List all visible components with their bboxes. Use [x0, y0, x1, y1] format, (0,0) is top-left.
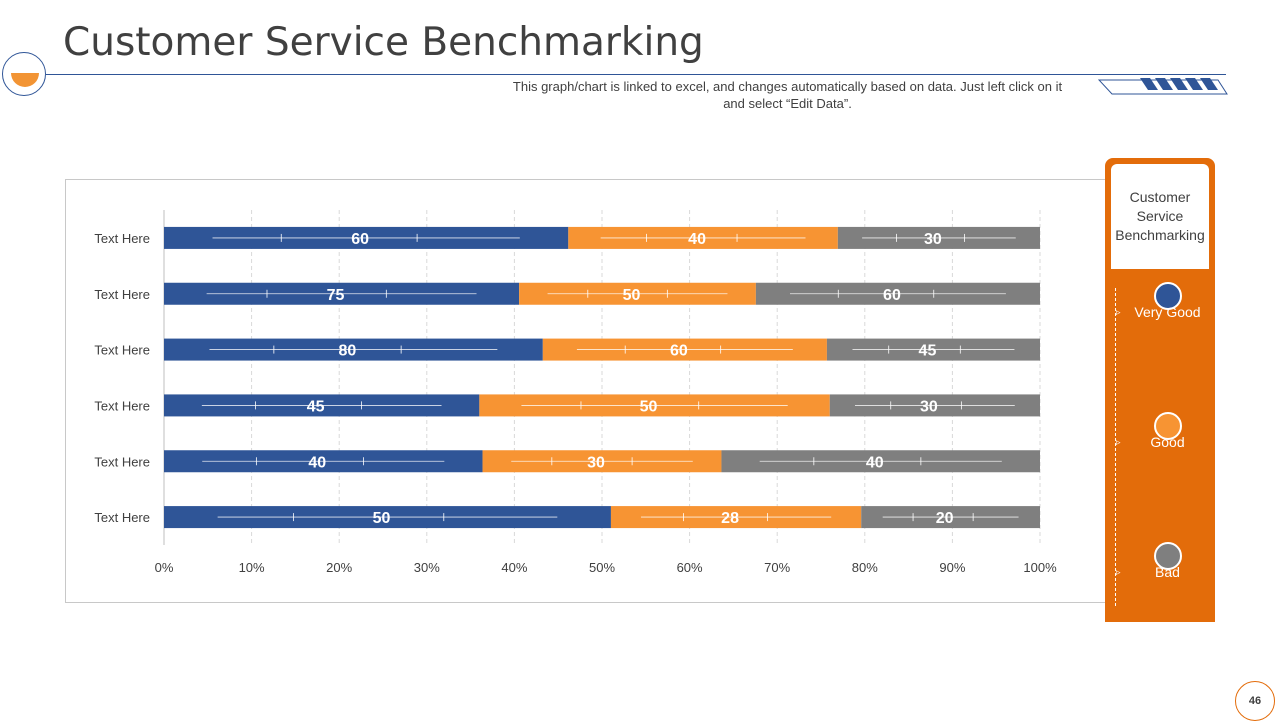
data-label: 30 [920, 398, 938, 415]
category-label: Text Here [94, 287, 150, 302]
data-label: 75 [327, 287, 345, 304]
legend-label-good: Good [1150, 434, 1185, 450]
data-label: 28 [721, 510, 739, 527]
good-dot-icon [1154, 412, 1182, 440]
stacked-bar-chart: 0% 10% 20% 30% 40% 50% 60% 70% 80% 90% 100% Text He… [94, 210, 1057, 575]
data-label: 60 [883, 287, 901, 304]
data-label: 50 [373, 510, 391, 527]
subtitle: This graph/chart is linked to excel, and… [490, 78, 1085, 112]
x-tick-label: 90% [939, 560, 965, 575]
page-number: 46 [1235, 681, 1275, 721]
x-tick-label: 10% [239, 560, 265, 575]
data-label: 60 [670, 343, 688, 360]
legend-title: Customer Service Benchmarking [1115, 189, 1205, 243]
category-label: Text Here [94, 343, 150, 358]
category-label: Text Here [94, 454, 150, 469]
data-label: 50 [623, 287, 641, 304]
legend-title-box: Customer Service Benchmarking [1111, 164, 1209, 269]
legend-item-very-good: ▹ Very Good [1105, 282, 1215, 342]
data-label: 45 [919, 343, 937, 360]
category-label: Text Here [94, 231, 150, 246]
category-label: Text Here [94, 398, 150, 413]
x-tick-label: 80% [852, 560, 878, 575]
data-label: 40 [308, 454, 326, 471]
data-label: 40 [866, 454, 884, 471]
x-tick-label: 20% [326, 560, 352, 575]
x-tick-label: 40% [501, 560, 527, 575]
x-tick-label: 30% [414, 560, 440, 575]
arrow-icon: ▹ [1116, 437, 1121, 447]
very-good-dot-icon [1154, 282, 1182, 310]
category-label: Text Here [94, 510, 150, 525]
data-label: 40 [688, 231, 706, 248]
page-title: Customer Service Benchmarking [63, 20, 704, 65]
legend-label-very-good: Very Good [1134, 304, 1201, 320]
data-label: 60 [351, 231, 369, 248]
arrow-icon: ▹ [1116, 567, 1121, 577]
title-underline [46, 74, 1226, 75]
x-tick-label: 60% [677, 560, 703, 575]
data-label: 80 [339, 343, 357, 360]
legend-item-bad: ▹ Bad [1105, 542, 1215, 602]
bad-dot-icon [1154, 542, 1182, 570]
legend-dashed-line [1115, 288, 1116, 606]
arrow-icon: ▹ [1116, 307, 1121, 317]
subtitle-line-2: and select “Edit Data”. [723, 96, 852, 111]
x-tick-label: 50% [589, 560, 615, 575]
data-label: 30 [587, 454, 605, 471]
legend-label-bad: Bad [1155, 564, 1180, 580]
data-label: 50 [640, 398, 658, 415]
decorative-stripes-icon [1098, 78, 1228, 95]
subtitle-line-1: This graph/chart is linked to excel, and… [512, 79, 1063, 94]
data-label: 20 [936, 510, 954, 527]
x-tick-label: 100% [1023, 560, 1057, 575]
data-label: 30 [924, 231, 942, 248]
data-label: 45 [307, 398, 325, 415]
x-tick-label: 0% [155, 560, 174, 575]
x-tick-label: 70% [764, 560, 790, 575]
legend-panel: Customer Service Benchmarking ▹ Very Goo… [1105, 158, 1215, 622]
logo-icon [2, 52, 46, 96]
chart-area[interactable]: 0% 10% 20% 30% 40% 50% 60% 70% 80% 90% 100% Text He… [65, 179, 1112, 603]
legend-item-good: ▹ Good [1105, 412, 1215, 472]
